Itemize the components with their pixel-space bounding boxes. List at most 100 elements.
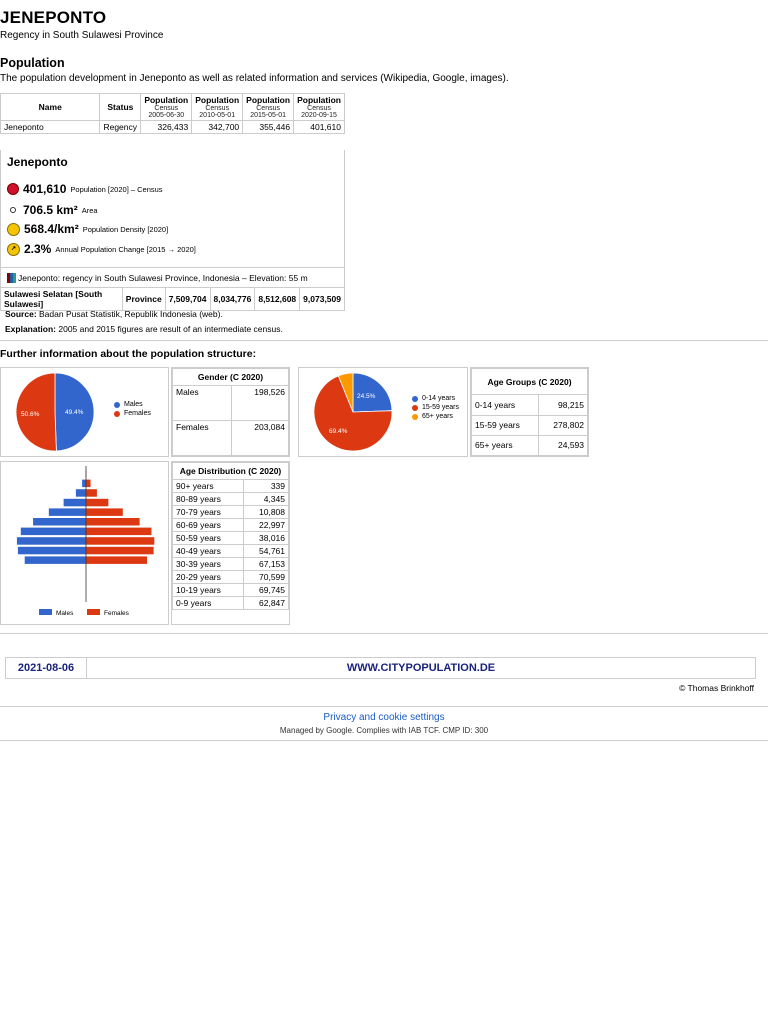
- age-value: 62,847: [242, 596, 290, 610]
- legend-label-males: Males: [56, 610, 74, 617]
- age-label: 30-39 years: [172, 557, 244, 571]
- pie-slice-15-59-years: [313, 375, 393, 452]
- table-row: 10-19 years 69,745: [172, 583, 290, 597]
- legend-item[interactable]: Males: [114, 401, 151, 408]
- row-value: 355,446: [242, 120, 295, 134]
- legend-item[interactable]: 65+ years: [412, 413, 459, 420]
- age-value: 22,997: [242, 518, 290, 532]
- age-pyramid-svg: Males Females: [16, 466, 155, 617]
- col-name-header[interactable]: Name: [0, 93, 101, 121]
- age-label: 50-59 years: [172, 531, 244, 545]
- table-row: 80-89 years 4,345: [172, 492, 290, 506]
- bar-females-30-39: [86, 527, 152, 536]
- footer-date: 2021-08-06: [6, 658, 87, 678]
- bar-females-80-89: [86, 479, 91, 488]
- pie-slice-males: [54, 372, 95, 452]
- age-groups-pie-chart: 24.5% 69.4% 0-14 years 15-59 years 65+ y…: [298, 367, 468, 457]
- consent-managed-text: Managed by Google. Complies with IAB TCF…: [279, 726, 489, 735]
- trend-icon: ↗: [7, 242, 20, 256]
- section-description: The population development in Jeneponto …: [0, 73, 509, 84]
- flag-icon: [7, 272, 16, 283]
- yellow-circle-icon: [7, 222, 20, 236]
- footer-site-link[interactable]: WWW.CITYPOPULATION.DE: [346, 662, 496, 674]
- col-status-header[interactable]: Status: [99, 93, 142, 121]
- explanation-note: Explanation: 2005 and 2015 figures are r…: [5, 324, 283, 334]
- table-row: 15-59 years 278,802: [470, 414, 588, 436]
- row-value: 326,433: [140, 120, 193, 134]
- age-groups-legend: 0-14 years 15-59 years 65+ years: [412, 395, 459, 420]
- bar-males-70-79: [75, 489, 86, 497]
- card-title: Jeneponto: [7, 155, 68, 169]
- section-heading-population: Population: [0, 56, 65, 70]
- age-label: 60-69 years: [172, 518, 244, 532]
- age-value: 69,745: [242, 583, 290, 597]
- bar-males-60-69: [63, 498, 86, 507]
- population-label: Population [2020] – Census: [70, 184, 163, 194]
- col-census-header[interactable]: Population Census 2010-05-01: [191, 93, 244, 121]
- bar-males-10-19: [17, 546, 86, 555]
- table-row[interactable]: Sulawesi Selatan [South Sulawesi] Provin…: [0, 287, 345, 311]
- region-info-text[interactable]: Jeneponto: regency in South Sulawesi Pro…: [18, 272, 308, 283]
- age-value: 70,599: [242, 570, 290, 584]
- bar-females-10-19: [86, 546, 154, 555]
- province-name[interactable]: Sulawesi Selatan [South Sulawesi]: [0, 287, 123, 311]
- province-status: Province: [121, 287, 166, 311]
- bar-males-30-39: [20, 527, 87, 536]
- row-name: Jeneponto: [0, 120, 101, 134]
- age-value: 67,153: [242, 557, 290, 571]
- province-value: 8,512,608: [254, 287, 301, 311]
- source-note: Source: Badan Pusat Statistik, Republik …: [5, 309, 223, 319]
- legend-item[interactable]: Females: [114, 410, 151, 417]
- small-circle-icon: [10, 207, 16, 213]
- bar-females-50-59: [86, 508, 123, 516]
- legend-swatch-males: [39, 609, 52, 615]
- legend-item[interactable]: 15-59 years: [412, 404, 459, 411]
- table-row: 0-14 years 98,215: [470, 394, 588, 416]
- legend-item[interactable]: 0-14 years: [412, 395, 459, 402]
- bar-females-20-29: [86, 537, 155, 545]
- table-row: 0-9 years 62,847: [172, 596, 290, 610]
- table-row[interactable]: Jeneponto Regency 326,433 342,700 355,44…: [0, 120, 345, 134]
- further-heading: Further information about the population…: [0, 348, 257, 360]
- change-value: 2.3%: [24, 242, 52, 256]
- age-label: 20-29 years: [172, 570, 244, 584]
- age-label: 70-79 years: [172, 505, 244, 519]
- divider: [0, 740, 768, 741]
- province-table: Sulawesi Selatan [South Sulawesi] Provin…: [0, 287, 345, 311]
- age-pyramid-chart: Males Females: [0, 461, 169, 625]
- page-subtitle: Regency in South Sulawesi Province: [0, 30, 164, 41]
- privacy-settings-link[interactable]: Privacy and cookie settings: [323, 712, 445, 723]
- density-value: 568.4/km²: [24, 222, 79, 236]
- table-row: 30-39 years 67,153: [172, 557, 290, 571]
- age-label: 90+ years: [172, 479, 244, 493]
- area-label: Area: [81, 205, 98, 215]
- region-info-line: Jeneponto: regency in South Sulawesi Pro…: [0, 267, 345, 288]
- population-table: Name Status Population Census 2005-06-30 P…: [0, 93, 345, 134]
- page-title: JENEPONTO: [0, 8, 107, 27]
- gender-table-box: Gender (C 2020) Males 198,526 Females 203,…: [171, 367, 290, 457]
- red-circle-icon: [7, 183, 19, 195]
- table-row: 40-49 years 54,761: [172, 544, 290, 558]
- age-distribution-table: Age Distribution (C 2020) 90+ years 339 80…: [172, 462, 290, 610]
- pie-label: 50.6%: [21, 411, 40, 418]
- row-value: 342,700: [191, 120, 244, 134]
- pie-label: 69.4%: [329, 428, 348, 435]
- pie-slice-0-14-years: [352, 372, 393, 413]
- row-value: 401,610: [293, 120, 345, 134]
- age-value: 339: [242, 479, 290, 493]
- row-status: Regency: [99, 120, 142, 134]
- col-census-header[interactable]: Population Census 2015-05-01: [242, 93, 295, 121]
- col-census-header[interactable]: Population Census 2020-09-15: [293, 93, 345, 121]
- age-groups-table-title: Age Groups (C 2020): [471, 367, 588, 396]
- age-distribution-table-title: Age Distribution (C 2020): [172, 462, 289, 480]
- col-census-header[interactable]: Population Census 2005-06-30: [140, 93, 193, 121]
- age-label: 40-49 years: [172, 544, 244, 558]
- source-text[interactable]: Badan Pusat Statistik, Republik Indonesi…: [36, 309, 223, 319]
- age-label: 80-89 years: [172, 492, 244, 506]
- divider: [0, 633, 768, 634]
- bar-males-80-89: [82, 479, 86, 488]
- bar-females-40-49: [86, 518, 140, 526]
- age-groups-pie-svg: 24.5% 69.4%: [313, 372, 393, 452]
- table-row: 60-69 years 22,997: [172, 518, 290, 532]
- province-value: 9,073,509: [299, 287, 345, 311]
